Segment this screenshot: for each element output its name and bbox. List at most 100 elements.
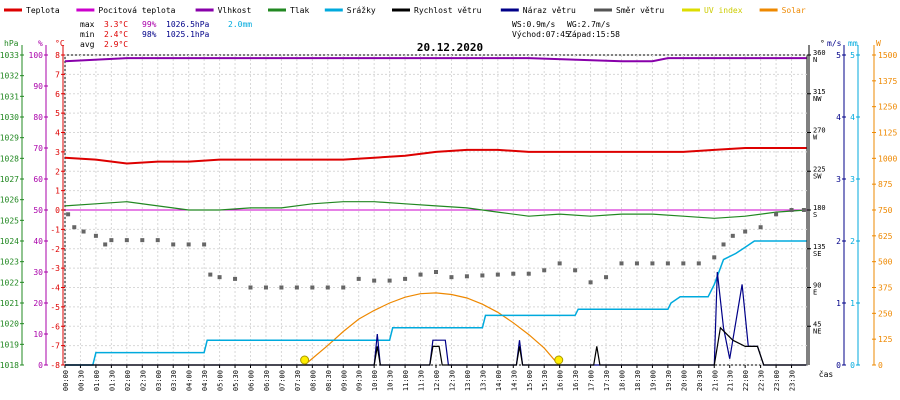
sunset-stat: Západ:15:58 <box>567 30 620 39</box>
x-tick-label: 14:30 <box>510 370 518 391</box>
x-tick-label: 22:00 <box>742 370 750 391</box>
x-tick-label: 02:30 <box>139 370 147 391</box>
wind-dir-point <box>619 261 624 266</box>
x-tick-label: 05:00 <box>217 370 225 391</box>
wind-dir-tick-dir: NE <box>813 327 821 335</box>
pressure-axis-tick-label: 1027 <box>0 175 19 184</box>
pressure-axis-tick-label: 1032 <box>0 72 19 81</box>
x-tick-label: 18:00 <box>619 370 627 391</box>
rain-tick-label: 3 <box>850 175 855 184</box>
stat-max-2: 99% <box>142 20 157 29</box>
temperature-axis-tick-label: 0 <box>55 206 60 215</box>
wind-dir-tick-dir: W <box>813 134 818 142</box>
wind-dir-point <box>356 276 361 281</box>
wind-dir-point <box>171 242 176 247</box>
humidity-line <box>64 57 807 63</box>
wind-dir-point <box>588 280 593 285</box>
wind-dir-point <box>730 233 735 238</box>
wind-dir-tick-label: 360 <box>813 49 826 57</box>
wind-dir-point <box>721 242 726 247</box>
x-tick-label: 17:30 <box>603 370 611 391</box>
wind-dir-point <box>93 233 98 238</box>
pressure-axis-tick-label: 1022 <box>0 278 19 287</box>
x-tick-label: 18:30 <box>634 370 642 391</box>
wind-dir-point <box>665 261 670 266</box>
humidity-unit: % <box>38 39 43 48</box>
stat-max-4: 2.0mm <box>228 20 252 29</box>
rain-tick-label: 2 <box>850 237 855 246</box>
temperature-unit: °C <box>55 39 65 48</box>
wind-dir-point <box>634 261 639 266</box>
x-tick-label: 06:30 <box>263 370 271 391</box>
axes: 00:00 00:30 01:00 01:30 02:00 02:30 03:00 03:30… <box>0 39 897 391</box>
temperature-axis-tick-label: -3 <box>50 264 60 273</box>
pressure-axis-tick-label: 1019 <box>0 340 19 349</box>
pressure-axis-tick-label: 1021 <box>0 299 19 308</box>
pressure-axis-tick-label: 1030 <box>0 113 19 122</box>
legend-label: Teplota <box>26 6 60 15</box>
wind-dir-tick-label: 135 <box>813 243 826 251</box>
x-tick-label: 06:00 <box>248 370 256 391</box>
wind-dir-point <box>495 272 500 277</box>
wind-dir-point <box>325 285 330 290</box>
x-tick-label: 04:30 <box>201 370 209 391</box>
pressure-axis-tick-label: 1026 <box>0 196 19 205</box>
wind-dir-point <box>464 274 469 279</box>
wind-speed-tick-label: 1 <box>836 299 841 308</box>
x-tick-label: 01:30 <box>108 370 116 391</box>
sunrise-stat: Východ:07:45 <box>512 30 570 39</box>
x-tick-label: 03:00 <box>155 370 163 391</box>
wind-dir-tick-label: 225 <box>813 165 826 173</box>
series-layer <box>64 57 807 366</box>
solar-tick-label: 0 <box>878 361 883 370</box>
x-tick-label: 03:30 <box>170 370 178 391</box>
wind-dir-point <box>511 271 516 276</box>
temperature-axis-tick-label: 4 <box>55 129 60 138</box>
temperature-axis-tick-label: -8 <box>50 361 60 370</box>
rain-tick-label: 0 <box>850 361 855 370</box>
temperature-axis-tick-label: -1 <box>50 225 60 234</box>
x-axis-unit: čas <box>819 369 834 379</box>
rain-tick-label: 1 <box>850 299 855 308</box>
wind-speed-stat: WS:0.9m/s <box>512 20 556 29</box>
x-tick-label: 22:30 <box>758 370 766 391</box>
humidity-axis-tick-label: 0 <box>38 361 43 370</box>
solar-tick-label: 625 <box>878 232 893 241</box>
legend-label: Srážky <box>347 6 376 15</box>
stat-min-0: min <box>80 30 95 39</box>
temperature-axis-tick-label: 3 <box>55 148 60 157</box>
x-tick-label: 05:30 <box>232 370 240 391</box>
wind-dir-point <box>217 275 222 280</box>
wind-dir-tick-dir: SW <box>813 172 822 180</box>
wind-dir-point <box>801 208 806 212</box>
wind-dir-tick-dir: SE <box>813 250 821 258</box>
solar-tick-label: 750 <box>878 206 893 215</box>
legend-label: UV index <box>704 6 743 15</box>
wind-dir-point <box>186 242 191 247</box>
wind-speed-unit: m/s <box>827 39 842 48</box>
wind-dir-point <box>789 208 794 212</box>
x-tick-label: 07:30 <box>294 370 302 391</box>
x-tick-label: 10:30 <box>387 370 395 391</box>
humidity-axis-tick-label: 70 <box>33 144 43 153</box>
wind-dir-tick-dir: S <box>813 211 817 219</box>
wind-dir-point <box>526 271 531 276</box>
temperature-axis-tick-label: -4 <box>50 284 60 293</box>
rain-line <box>65 240 807 366</box>
temperature-axis-tick-label: 1 <box>55 187 60 196</box>
wind-dir-tick-dir: E <box>813 289 817 297</box>
wind-dir-tick-label: 315 <box>813 88 826 96</box>
x-tick-label: 23:30 <box>789 370 797 391</box>
x-tick-label: 12:30 <box>448 370 456 391</box>
solar-line <box>304 292 560 366</box>
x-tick-label: 00:30 <box>77 370 85 391</box>
stat-min-3: 1025.1hPa <box>166 30 210 39</box>
wind-dir-point <box>542 268 547 273</box>
temperature-axis-tick-label: -2 <box>50 245 60 254</box>
wind-dir-point <box>650 261 655 266</box>
temperature-axis-tick-label: 2 <box>55 167 60 176</box>
temperature-axis-tick-label: -7 <box>50 342 60 351</box>
wind-dir-point <box>743 229 748 234</box>
x-tick-label: 15:30 <box>541 370 549 391</box>
pressure-line <box>64 201 807 219</box>
